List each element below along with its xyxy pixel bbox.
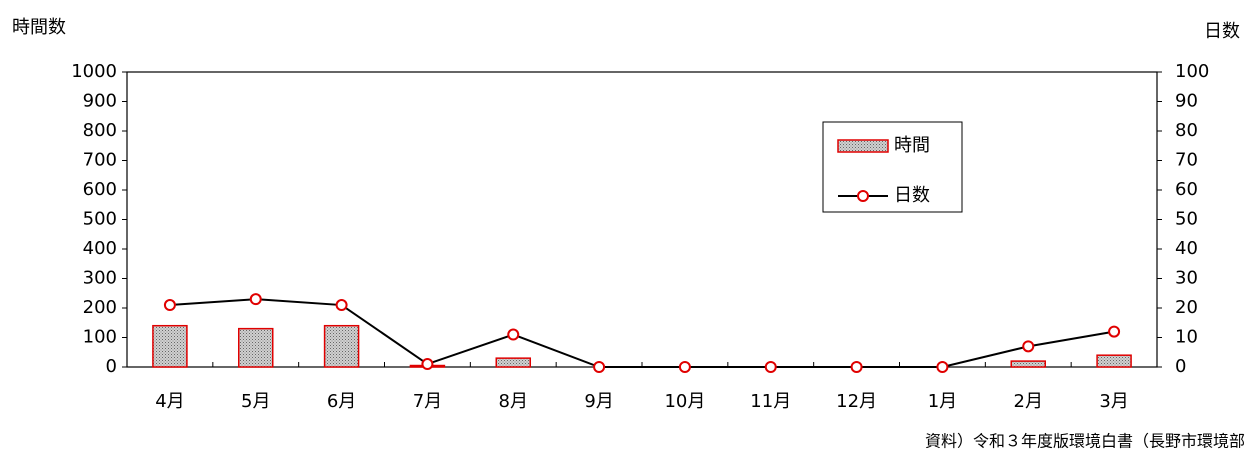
y2-tick-label: 40 [1175,238,1198,259]
line-marker [850,361,863,373]
y2-axis-title: 日数 [1204,21,1240,42]
line-marker [421,358,434,371]
y-axis-title: 時間数 [12,17,66,38]
legend-key [837,139,889,153]
line-marker [593,361,606,373]
y2-tick-label: 80 [1175,120,1198,141]
y-tick-label: 1000 [71,61,117,82]
bar [323,324,360,368]
y-tick-label: 500 [83,209,117,230]
x-tick-label: 12月 [836,391,877,412]
x-tick-label: 10月 [664,391,705,412]
bar [1010,360,1046,368]
line-marker [764,361,777,373]
y-tick-label: 0 [106,356,117,377]
x-tick-label: 11月 [750,391,791,412]
y-tick-label: 600 [83,179,117,200]
x-tick-label: 8月 [499,391,528,412]
y2-tick-label: 100 [1175,61,1209,82]
y2-tick-label: 60 [1175,179,1198,200]
x-tick-label: 2月 [1014,391,1043,412]
x-tick-label: 1月 [928,391,957,412]
y-tick-label: 200 [83,297,117,318]
x-tick-label: 7月 [413,391,442,412]
bar [238,327,274,368]
line-marker [335,299,348,312]
line-marker [249,293,262,306]
line-marker [1108,325,1121,338]
y2-tick-label: 70 [1175,150,1198,171]
line-marker [1022,340,1035,353]
line-marker [678,361,691,373]
bar [152,324,188,368]
plot-frame [126,71,1158,368]
y2-tick-label: 10 [1175,327,1198,348]
y2-tick-label: 30 [1175,268,1198,289]
legend-key-marker [857,190,869,202]
y-tick-label: 400 [83,238,117,259]
x-tick-label: 9月 [584,391,613,412]
bar [495,357,531,368]
y-tick-label: 300 [83,268,117,289]
bar [1096,354,1132,368]
y-tick-label: 100 [83,327,117,348]
legend-label: 時間 [894,135,930,156]
legend-label: 日数 [894,185,930,206]
x-tick-label: 4月 [155,391,184,412]
y2-tick-label: 50 [1175,209,1198,230]
y2-tick-label: 0 [1175,356,1186,377]
line [169,298,1115,368]
line-marker [936,361,949,373]
y2-tick-label: 90 [1175,91,1198,112]
y-tick-label: 800 [83,120,117,141]
legend-box [822,121,963,213]
line-marker [163,299,176,312]
source-note: 資料）令和３年度版環境白書（長野市環境部 [925,432,1245,451]
line-marker [507,328,520,341]
x-tick-label: 3月 [1099,391,1128,412]
x-tick-label: 6月 [327,391,356,412]
y-tick-label: 900 [83,91,117,112]
y-tick-label: 700 [83,150,117,171]
x-tick-label: 5月 [241,391,270,412]
y2-tick-label: 20 [1175,297,1198,318]
